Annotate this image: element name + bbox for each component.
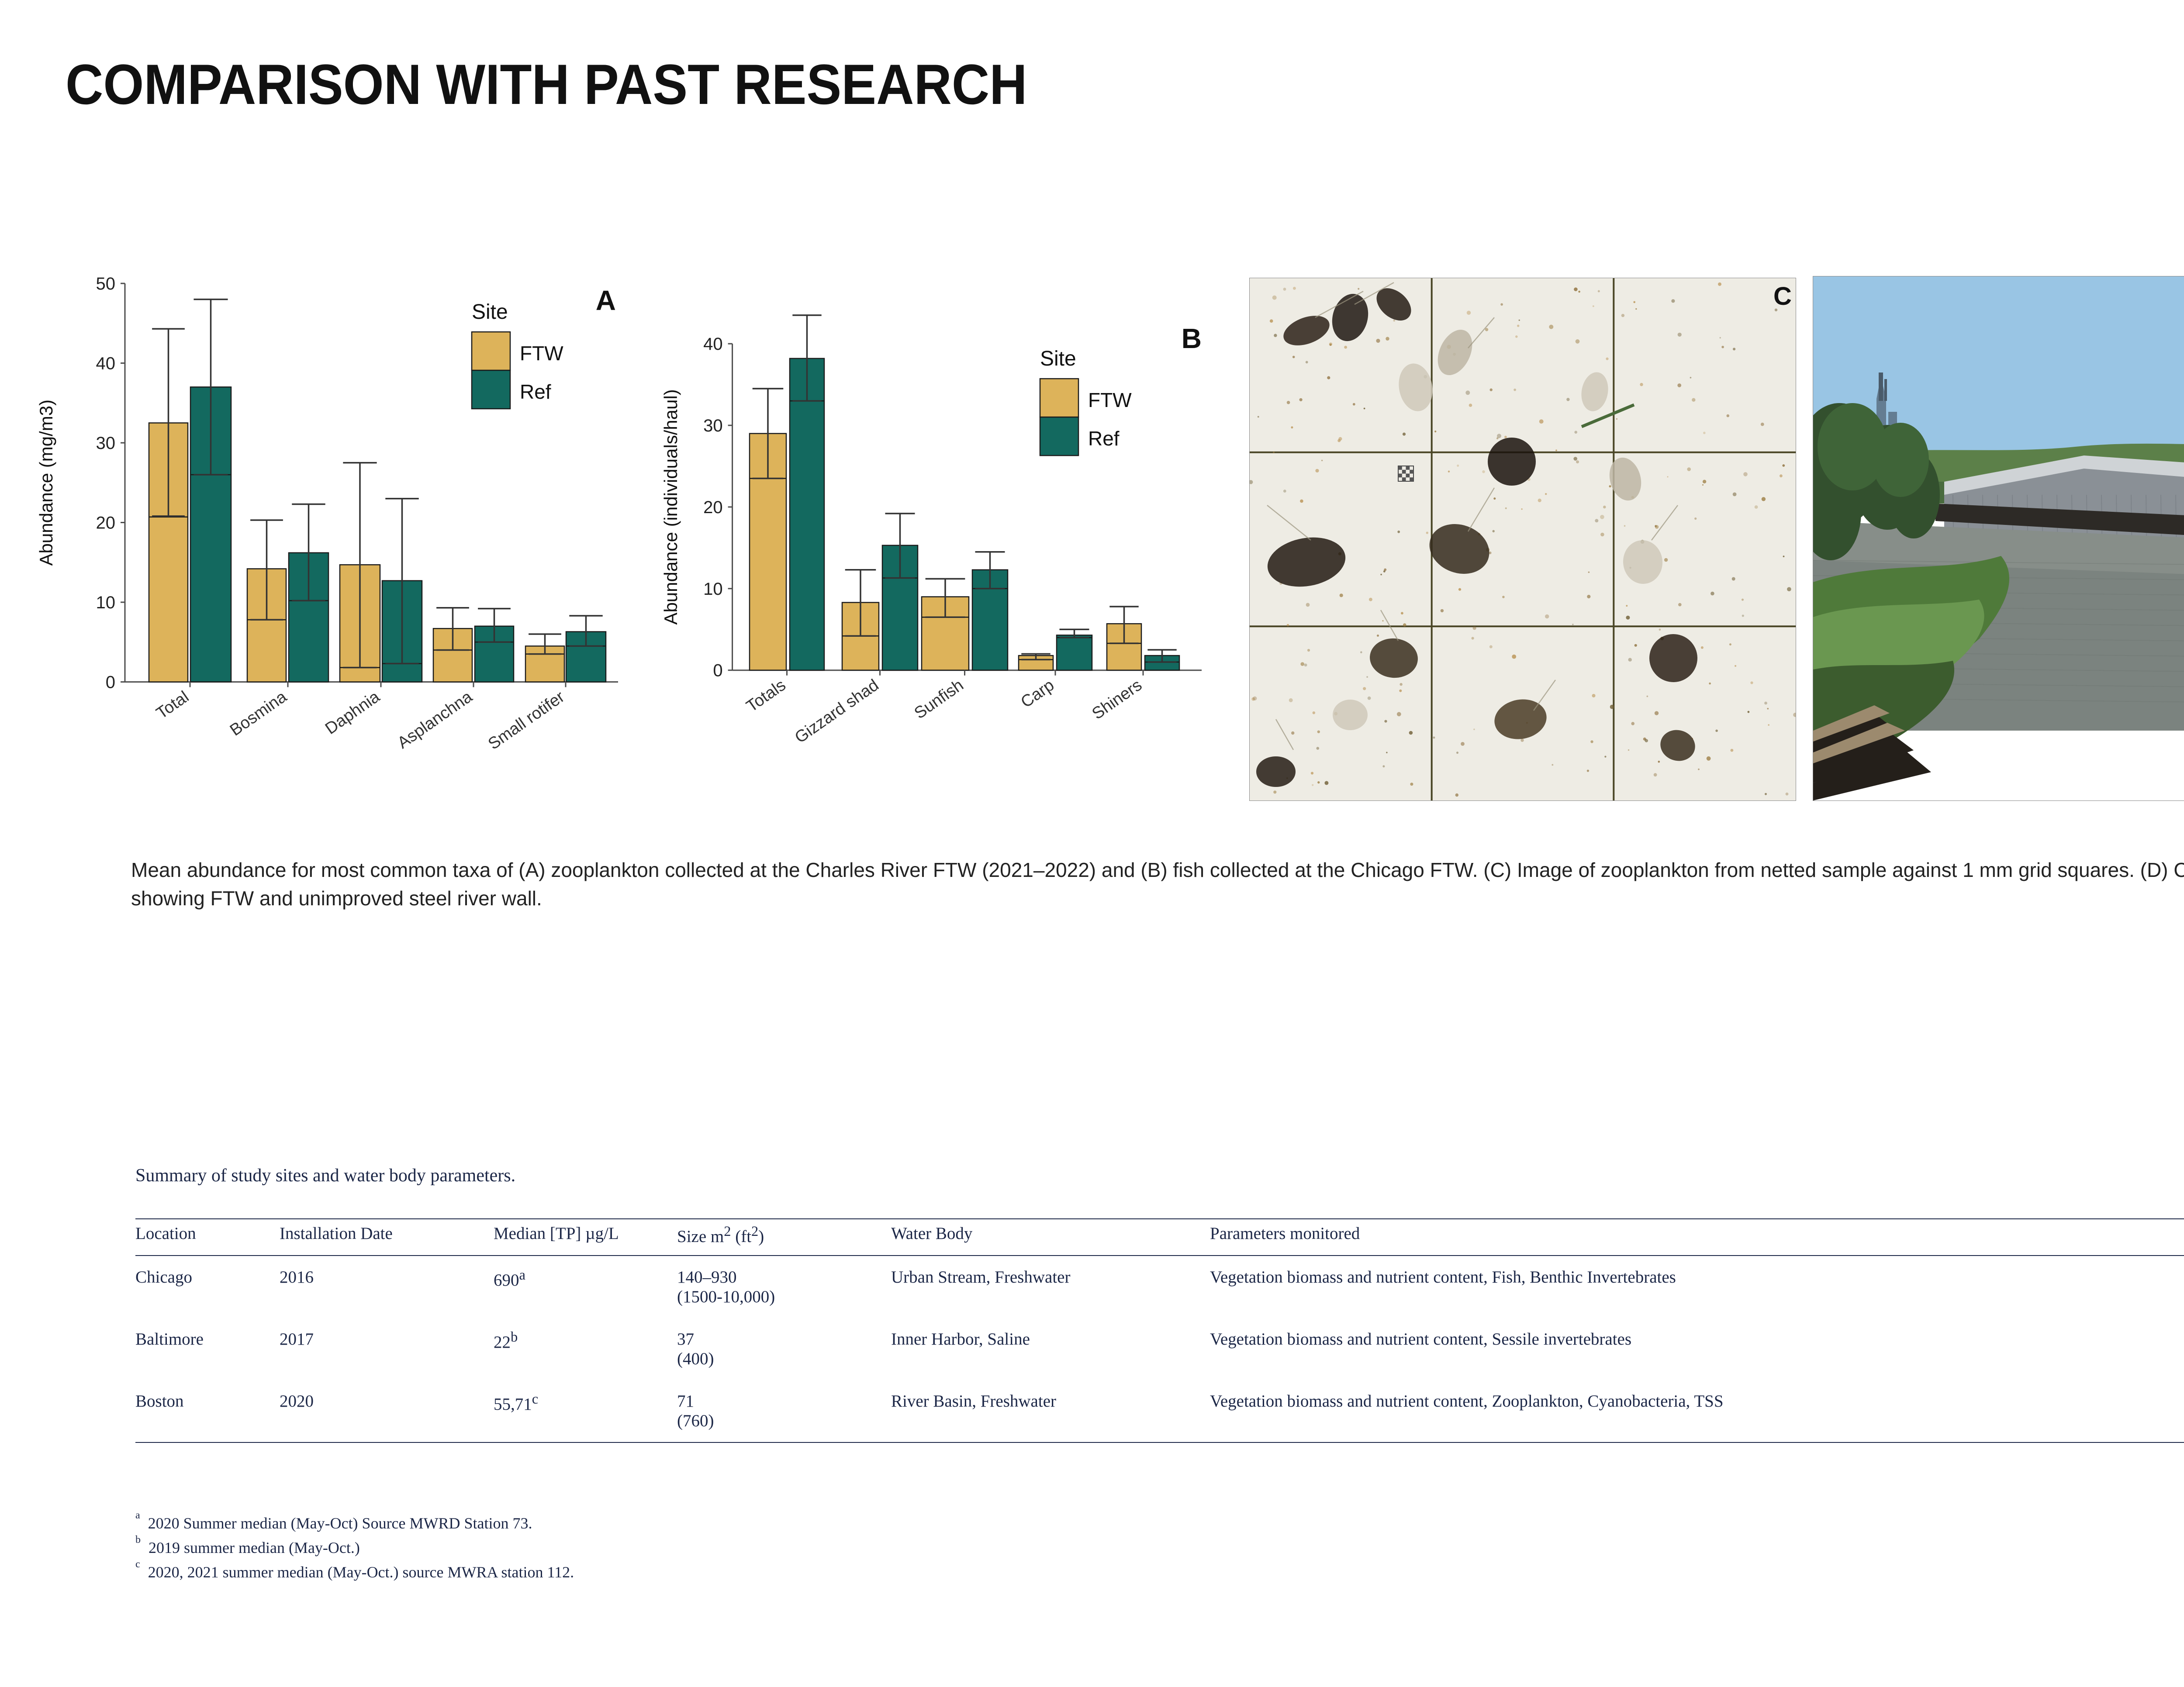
svg-text:A: A: [596, 285, 616, 316]
svg-text:40: 40: [96, 354, 116, 373]
svg-text:10: 10: [703, 580, 723, 599]
svg-text:Bosmina: Bosmina: [227, 687, 290, 740]
svg-text:FTW: FTW: [1088, 389, 1132, 411]
svg-text:Total: Total: [153, 687, 192, 722]
svg-text:20: 20: [96, 514, 116, 533]
svg-text:Abundance (individuals/haul): Abundance (individuals/haul): [660, 389, 681, 624]
svg-text:30: 30: [96, 434, 116, 453]
svg-text:10: 10: [96, 593, 116, 612]
svg-text:0: 0: [713, 661, 722, 680]
svg-text:Site: Site: [472, 300, 508, 324]
svg-text:Ref: Ref: [1088, 427, 1120, 450]
svg-text:Asplanchna: Asplanchna: [394, 687, 476, 752]
svg-text:Sunfish: Sunfish: [911, 676, 967, 723]
svg-text:Site: Site: [1040, 347, 1076, 370]
svg-text:Ref: Ref: [520, 380, 551, 403]
svg-text:50: 50: [96, 274, 116, 293]
svg-text:40: 40: [703, 335, 723, 354]
svg-text:FTW: FTW: [520, 342, 563, 365]
svg-text:30: 30: [703, 416, 723, 435]
svg-text:20: 20: [703, 498, 723, 517]
svg-text:Small rotifer: Small rotifer: [485, 687, 568, 753]
svg-text:Totals: Totals: [743, 676, 789, 716]
svg-text:Daphnia: Daphnia: [322, 687, 384, 738]
svg-text:0: 0: [106, 673, 115, 692]
svg-text:Abundance (mg/m3): Abundance (mg/m3): [36, 400, 56, 566]
svg-text:Carp: Carp: [1018, 676, 1058, 712]
svg-text:B: B: [1182, 323, 1202, 354]
svg-text:Shiners: Shiners: [1089, 676, 1146, 723]
svg-text:Gizzard shad: Gizzard shad: [791, 676, 882, 747]
